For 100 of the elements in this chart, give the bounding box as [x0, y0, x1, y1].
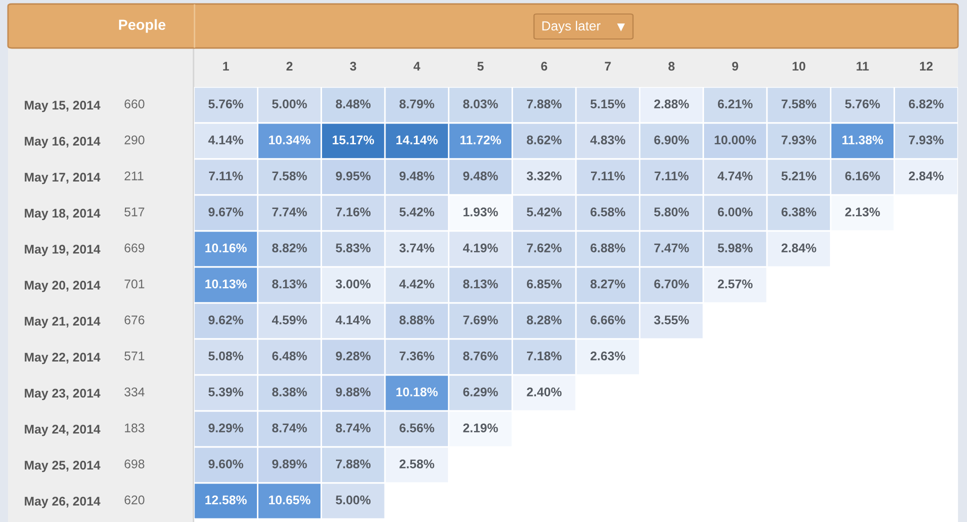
data-label: 8.28% [526, 316, 562, 324]
data-label: 9.89% [272, 460, 307, 468]
data-label: 10.65% [269, 496, 310, 504]
data-label: 5.21% [781, 172, 816, 180]
data-label: 3.74% [399, 244, 434, 252]
data-label: 6.90% [654, 136, 689, 144]
data-label: 5.08% [208, 352, 244, 360]
data-label: 4.14% [208, 136, 244, 144]
data-label: 7.69% [463, 316, 498, 324]
data-label: 8.13% [463, 280, 498, 288]
data-label: 5.83% [336, 244, 371, 252]
data-label: 10.13% [205, 280, 247, 288]
data-label: 7.88% [336, 460, 371, 468]
data-label: 4.19% [462, 244, 498, 252]
y-tick-label: May 15, 2014 [24, 100, 100, 112]
data-label: 6.56% [400, 424, 434, 432]
y2-tick-label: 669 [124, 244, 144, 252]
data-label: 8.48% [336, 100, 371, 108]
data-label: 9.48% [400, 172, 434, 180]
data-label: 2.63% [590, 352, 626, 360]
data-label: 7.58% [782, 100, 816, 108]
data-label: 9.95% [336, 172, 371, 180]
data-label: 2.19% [463, 424, 498, 432]
data-label: 14.14% [396, 136, 438, 144]
x-tick-label: 10 [792, 62, 806, 71]
data-label: 11.72% [460, 136, 502, 144]
data-label: 8.79% [400, 100, 434, 108]
data-label: 2.84% [782, 244, 816, 252]
data-label: 7.16% [336, 208, 371, 216]
data-label: 6.58% [590, 208, 626, 216]
y2-tick-label: 183 [124, 424, 144, 432]
x-tick-label: 7 [604, 62, 611, 71]
x-tick-label: 8 [668, 62, 675, 71]
y-tick-label: May 19, 2014 [24, 244, 100, 256]
data-label: 6.16% [845, 172, 880, 180]
data-label: 10.18% [396, 388, 438, 396]
data-label: 6.88% [590, 244, 626, 252]
data-label: 5.42% [526, 208, 562, 216]
data-label: 4.59% [272, 316, 307, 324]
data-label: 6.66% [590, 316, 626, 324]
data-label: 6.48% [272, 352, 307, 360]
x-tick-label: 1 [223, 62, 229, 71]
x-tick-label: 2 [286, 62, 292, 71]
y-tick-label: May 17, 2014 [24, 172, 100, 184]
data-label: 8.38% [272, 388, 307, 396]
data-label: 1.93% [464, 208, 498, 216]
data-label: 2.13% [845, 208, 880, 216]
data-label: 12.58% [205, 496, 247, 504]
y-tick-label: May 22, 2014 [24, 352, 100, 364]
data-label: 15.17% [332, 136, 374, 144]
data-label: 5.42% [399, 208, 434, 216]
data-label: 10.34% [269, 136, 310, 144]
y2-axis-title: People [119, 19, 166, 33]
data-label: 6.29% [463, 388, 498, 396]
y2-tick-label: 517 [124, 208, 144, 216]
y-tick-label: May 26, 2014 [24, 496, 100, 508]
y2-tick-label: 211 [124, 172, 144, 180]
data-label: 7.58% [272, 172, 307, 180]
data-label: 5.76% [208, 100, 244, 108]
y2-tick-label: 620 [124, 496, 144, 504]
data-label: 5.00% [336, 496, 371, 504]
x-tick-label: 3 [350, 62, 356, 71]
data-label: 9.60% [208, 460, 244, 468]
data-label: 6.21% [718, 100, 753, 108]
data-label: 5.80% [654, 208, 689, 216]
data-label: 7.18% [526, 352, 562, 360]
y-tick-label: May 16, 2014 [24, 136, 100, 148]
y-tick-label: May 21, 2014 [24, 316, 100, 328]
data-label: 7.93% [782, 136, 816, 144]
data-label: 11.38% [842, 136, 884, 144]
data-label: 7.11% [654, 172, 689, 180]
x-tick-label: 11 [856, 62, 869, 71]
data-label: 6.00% [718, 208, 753, 216]
data-label: 9.29% [208, 424, 244, 432]
data-label: 3.32% [526, 172, 562, 180]
x-tick-label: 12 [920, 62, 933, 71]
data-label: 3.55% [654, 316, 689, 324]
x-tick-label: 4 [414, 62, 420, 71]
data-label: 9.88% [336, 388, 371, 396]
data-label: 5.76% [845, 100, 880, 108]
x-tick-label: 6 [541, 62, 548, 71]
y2-tick-label: 334 [124, 388, 144, 396]
data-label: 9.67% [208, 208, 244, 216]
data-label: 2.58% [400, 460, 434, 468]
data-label: 8.62% [526, 136, 562, 144]
data-label: 7.47% [654, 244, 689, 252]
data-label: 10.00% [714, 136, 756, 144]
y2-tick-label: 698 [124, 460, 144, 468]
data-label: 4.74% [718, 172, 753, 180]
data-label: 2.40% [526, 388, 562, 396]
y-tick-label: May 18, 2014 [24, 208, 100, 220]
data-label: 8.03% [463, 100, 498, 108]
data-label: 5.98% [718, 244, 753, 252]
data-label: 2.88% [654, 100, 689, 108]
data-label: 6.82% [908, 100, 944, 108]
y2-tick-label: 676 [124, 316, 144, 324]
y2-tick-label: 571 [124, 352, 144, 360]
data-label: 8.13% [272, 280, 307, 288]
y-tick-label: May 20, 2014 [24, 280, 100, 292]
data-label: 9.48% [463, 172, 498, 180]
